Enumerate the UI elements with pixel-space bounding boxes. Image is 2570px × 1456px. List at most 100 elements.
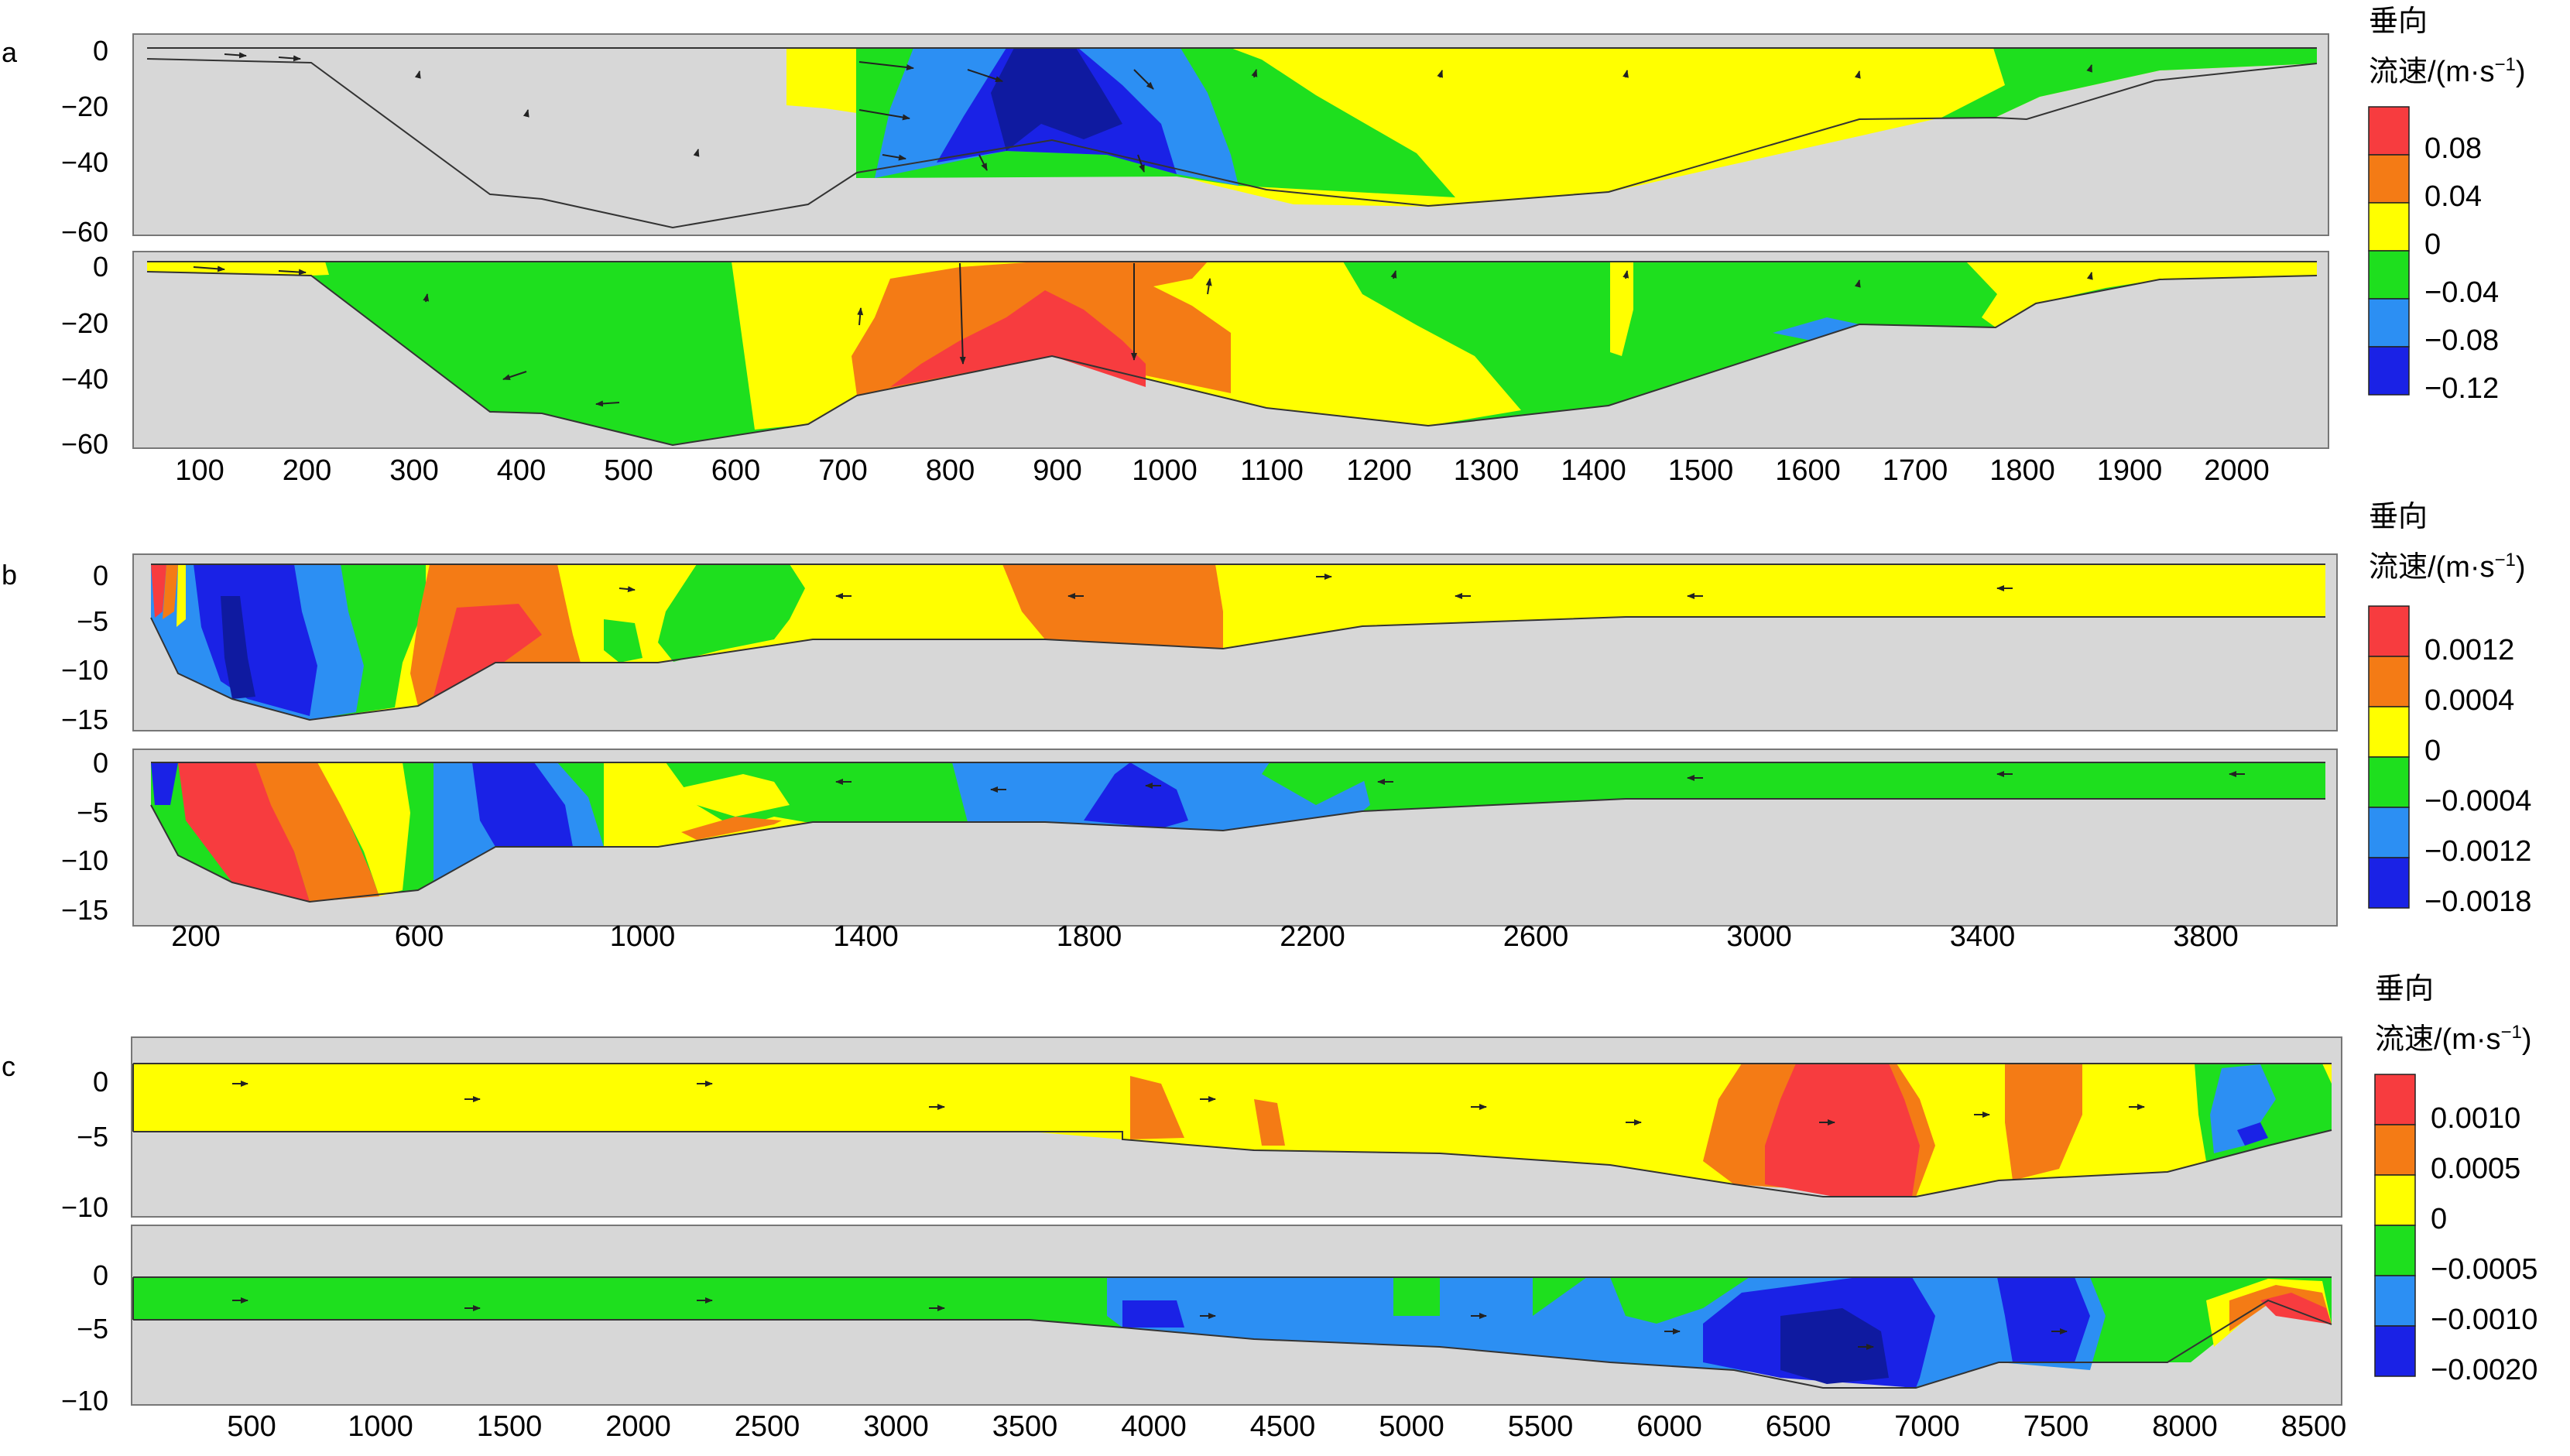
x-tick-label: 2000 bbox=[605, 1410, 671, 1443]
x-tick-label: 7500 bbox=[2023, 1410, 2089, 1443]
y-tick-label: −10 bbox=[61, 1191, 108, 1223]
riverbed-line bbox=[146, 271, 2318, 447]
legend-label: −0.0020 bbox=[2431, 1354, 2537, 1386]
x-tick-label: 600 bbox=[395, 920, 444, 953]
contour-red bbox=[2260, 1293, 2332, 1324]
legend-swatch bbox=[2368, 807, 2410, 858]
legend-swatch bbox=[2368, 106, 2410, 156]
legend-swatch bbox=[2368, 202, 2410, 252]
legend-title: 垂向 bbox=[2375, 973, 2434, 1005]
legend-swatch bbox=[2368, 706, 2410, 758]
contour-green bbox=[1262, 762, 1378, 805]
legend-label: 0.0012 bbox=[2424, 634, 2514, 666]
y-tick-label: −20 bbox=[61, 91, 108, 122]
legend-label: 0.04 bbox=[2424, 180, 2482, 213]
y-tick-label: 0 bbox=[93, 35, 108, 67]
legend-swatch bbox=[2368, 346, 2410, 396]
legend-label: −0.04 bbox=[2424, 276, 2499, 309]
x-tick-label: 2000 bbox=[2204, 454, 2270, 487]
x-tick-label: 800 bbox=[926, 454, 975, 487]
x-tick-label: 1900 bbox=[2097, 454, 2163, 487]
x-tick-label: 4500 bbox=[1250, 1410, 1316, 1443]
legend-swatch bbox=[2368, 756, 2410, 808]
panel-label-a: a bbox=[2, 36, 18, 68]
riverbed-line bbox=[146, 58, 2318, 229]
x-tick-label: 900 bbox=[1033, 454, 1081, 487]
legend-swatch bbox=[2374, 1275, 2416, 1327]
legend-swatch bbox=[2374, 1074, 2416, 1125]
legend-label: −0.12 bbox=[2424, 372, 2499, 405]
x-tick-label: 100 bbox=[175, 454, 224, 487]
contour-yellow bbox=[1610, 262, 1633, 356]
contour-orange bbox=[2005, 1064, 2082, 1180]
contour-green bbox=[658, 564, 805, 662]
contour-orange bbox=[1130, 1076, 1184, 1139]
x-tick-label: 1400 bbox=[1561, 454, 1626, 487]
panel-label-c: c bbox=[2, 1050, 15, 1082]
legend-unit: 流速/(m·s−1) bbox=[2375, 1022, 2532, 1056]
panel-a-lower bbox=[132, 251, 2329, 449]
y-tick-label: −5 bbox=[77, 1121, 108, 1153]
contour-red bbox=[1765, 1064, 1920, 1197]
y-tick-label: 0 bbox=[93, 560, 108, 591]
x-tick-label: 2200 bbox=[1280, 920, 1345, 953]
y-tick-label: −10 bbox=[61, 654, 108, 686]
x-tick-label: 5500 bbox=[1508, 1410, 1574, 1443]
x-tick-label: 3500 bbox=[992, 1410, 1058, 1443]
x-tick-label: 2500 bbox=[735, 1410, 800, 1443]
x-tick-label: 8500 bbox=[2281, 1410, 2347, 1443]
contour-lightblue bbox=[1773, 317, 1859, 341]
frame bbox=[132, 33, 2329, 236]
y-tick-label: 0 bbox=[93, 1066, 108, 1098]
legend-label: 0.0004 bbox=[2424, 684, 2514, 717]
y-tick-label: 0 bbox=[93, 251, 108, 283]
contour-yellow bbox=[176, 564, 186, 627]
legend-label: −0.0018 bbox=[2424, 886, 2531, 918]
y-tick-label: −10 bbox=[61, 1385, 108, 1417]
flow-arrows bbox=[232, 1297, 2068, 1350]
x-tick-label: 1300 bbox=[1454, 454, 1520, 487]
x-tick-label: 1800 bbox=[1057, 920, 1122, 953]
x-tick-label: 1500 bbox=[1668, 454, 1734, 487]
x-tick-label: 7000 bbox=[1894, 1410, 1960, 1443]
riverbed-line bbox=[150, 616, 2325, 721]
legend-label: 0.0010 bbox=[2431, 1102, 2520, 1135]
legend-swatch bbox=[2374, 1174, 2416, 1226]
x-tick-label: 1000 bbox=[1132, 454, 1198, 487]
x-tick-label: 4000 bbox=[1121, 1410, 1187, 1443]
x-tick-label: 1800 bbox=[1989, 454, 2055, 487]
legend-swatch bbox=[2368, 605, 2410, 657]
y-tick-label: −60 bbox=[61, 216, 108, 248]
flow-arrows bbox=[232, 1081, 2145, 1125]
contour-navy bbox=[991, 48, 1122, 151]
flow-arrows bbox=[224, 52, 2092, 173]
x-tick-label: 3000 bbox=[1726, 920, 1792, 953]
legend-unit: 流速/(m·s−1) bbox=[2369, 54, 2526, 88]
legend-swatch bbox=[2368, 656, 2410, 707]
contour-navy bbox=[1780, 1308, 1889, 1384]
x-tick-label: 200 bbox=[171, 920, 220, 953]
contour-blue bbox=[2237, 1122, 2268, 1146]
legend-label: 0 bbox=[2424, 735, 2441, 767]
contour-orange bbox=[1254, 1099, 1285, 1146]
legend-swatch bbox=[2368, 250, 2410, 300]
contour-green bbox=[604, 619, 642, 663]
contour-red bbox=[433, 604, 542, 697]
contour-yellow bbox=[1966, 262, 2317, 327]
x-tick-label: 1700 bbox=[1883, 454, 1948, 487]
y-tick-label: −15 bbox=[61, 894, 108, 926]
y-tick-label: 0 bbox=[93, 1259, 108, 1291]
riverbed-line bbox=[133, 1129, 2332, 1197]
contour-blue bbox=[151, 762, 178, 805]
legend-label: −0.0005 bbox=[2431, 1253, 2537, 1286]
frame bbox=[131, 1225, 2342, 1406]
contour-green bbox=[1610, 1277, 1749, 1324]
x-tick-label: 500 bbox=[227, 1410, 276, 1443]
x-tick-label: 600 bbox=[711, 454, 760, 487]
contour-orange bbox=[163, 564, 178, 619]
flow-arrows bbox=[193, 262, 2093, 407]
contour-blue bbox=[472, 762, 573, 847]
panel-b-axes: 200 600 1000 1400 1800 2200 2600 3000 3400 3800 0 −… bbox=[61, 560, 2239, 953]
